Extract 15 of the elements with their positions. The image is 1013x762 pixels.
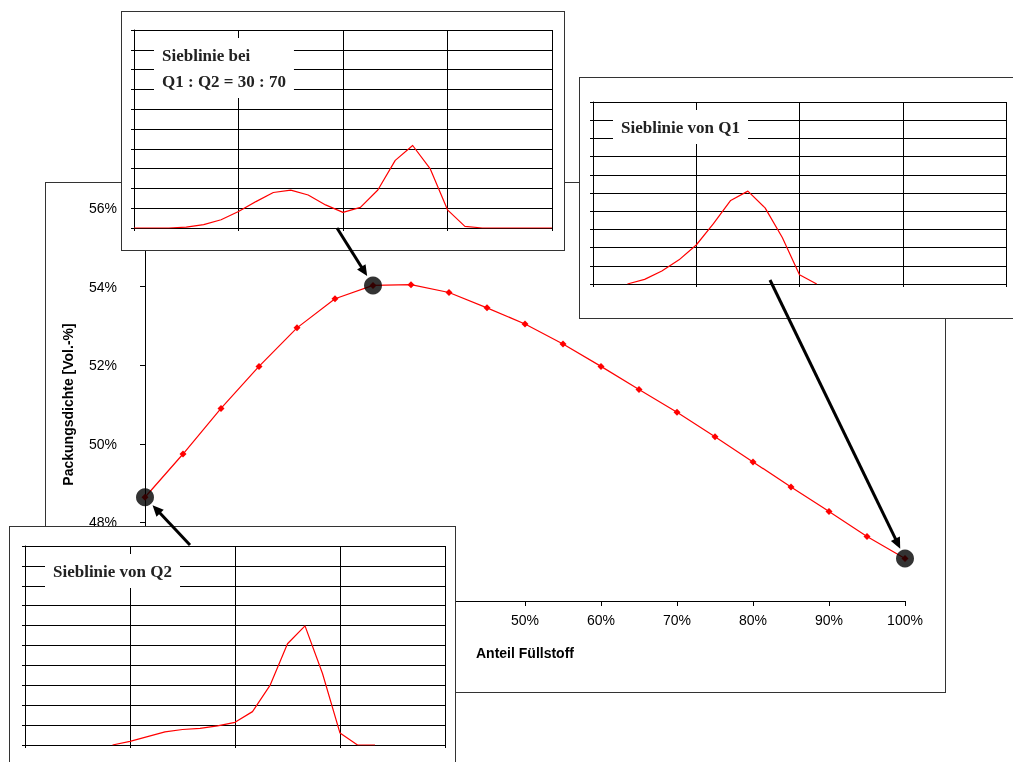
x-tick-label: 50% (510, 612, 540, 628)
x-axis-title: Anteil Füllstoff (476, 645, 575, 661)
chart-title: Sieblinie von Q2 (53, 561, 173, 581)
x-tick-label: 90% (814, 612, 844, 628)
y-axis-title: Packungsdichte [Vol.-%] (60, 323, 76, 486)
chart-title: Sieblinie bei Q1 : Q2 = 30 : 70 (162, 45, 286, 91)
y-tick-label: 52% (88, 357, 117, 374)
y-tick-label: 56% (88, 200, 117, 216)
x-tick-label: 100% (887, 612, 923, 628)
x-tick-label: 80% (738, 612, 768, 628)
y-tick-label: 54% (88, 278, 117, 295)
y-tick-label: 50% (88, 435, 117, 452)
chart-title: Sieblinie von Q1 (621, 117, 741, 137)
x-tick-label: 60% (586, 612, 616, 628)
x-tick-label: 70% (662, 612, 692, 628)
